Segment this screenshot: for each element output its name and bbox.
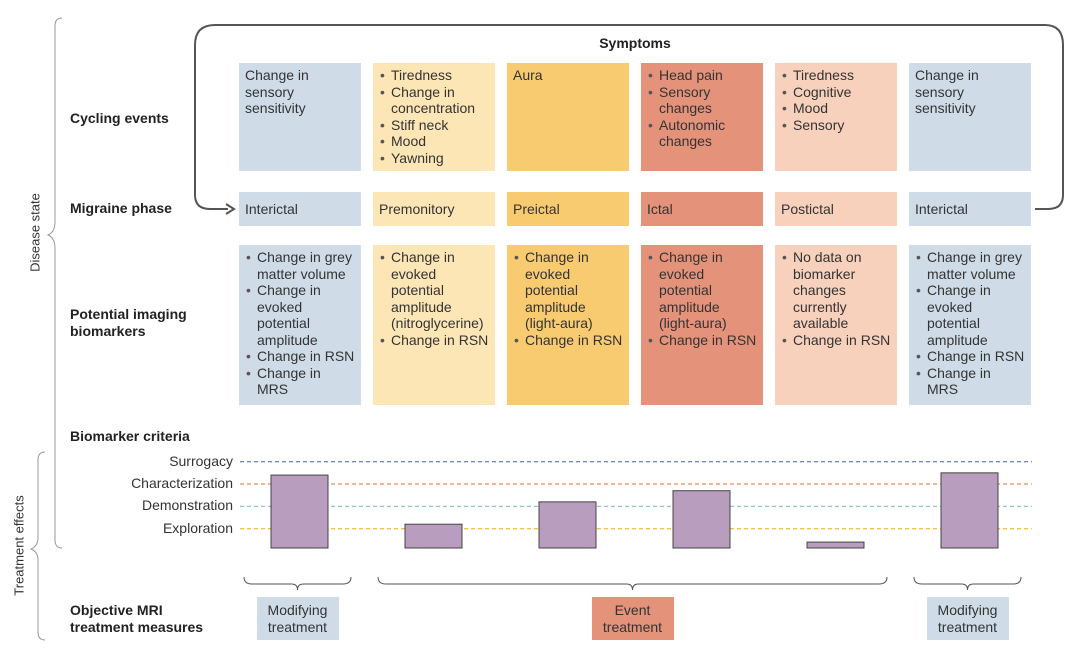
list: Change in grey matter volumeChange in ev… xyxy=(245,249,355,398)
phase-box: Ictal xyxy=(641,192,763,226)
side-label: Treatment effects xyxy=(11,495,27,596)
y-tick-label: Exploration xyxy=(162,519,233,536)
row-label: Biomarker criteria xyxy=(70,428,190,444)
list: TirednessCognitiveMoodSensory xyxy=(781,67,891,133)
brace xyxy=(913,576,1022,591)
list-item: Change in evoked potential amplitude xyxy=(916,282,1025,348)
list-item: Sensory changes xyxy=(648,84,757,117)
symptom-box: TirednessCognitiveMoodSensory xyxy=(775,63,897,171)
phase-box: Premonitory xyxy=(373,192,495,226)
text: Change in sensory sensitivity xyxy=(915,67,979,116)
bracket xyxy=(46,17,63,549)
list-item: Sensory xyxy=(782,117,891,134)
list: Change in evoked potential amplitude (ni… xyxy=(379,249,489,348)
symptom-box: Aura xyxy=(507,63,629,171)
phase-box: Interictal xyxy=(239,192,361,226)
phase-box: Interictal xyxy=(909,192,1031,226)
side-label: Disease state xyxy=(27,193,43,272)
list-item: Change in RSN xyxy=(514,332,623,349)
list-item: Change in RSN xyxy=(380,332,489,349)
symptom-box: Change in sensory sensitivity xyxy=(239,63,361,171)
list-item: Yawning xyxy=(380,150,489,167)
treatment-box: Modifying treatment xyxy=(256,597,339,640)
list-item: Cognitive xyxy=(782,84,891,101)
arrow-head xyxy=(225,203,236,215)
list-item: Change in RSN xyxy=(246,348,355,365)
list-item: Change in grey matter volume xyxy=(246,249,355,282)
phase-box: Preictal xyxy=(507,192,629,226)
biomarker-box: Change in grey matter volumeChange in ev… xyxy=(909,245,1031,405)
list-item: Stiff neck xyxy=(380,117,489,134)
text: Change in sensory sensitivity xyxy=(245,67,309,116)
y-tick-label: Surrogacy xyxy=(169,452,233,469)
criteria-bar xyxy=(404,523,463,549)
criteria-bar xyxy=(538,501,597,549)
list: No data on biomarker changes currently a… xyxy=(781,249,891,348)
symptom-box: Head painSensory changesAutonomic change… xyxy=(641,63,763,171)
phase-box: Postictal xyxy=(775,192,897,226)
list: Change in grey matter volumeChange in ev… xyxy=(915,249,1025,398)
row-label: Migraine phase xyxy=(70,200,172,216)
bracket xyxy=(29,451,46,641)
biomarker-box: Change in evoked potential amplitude (li… xyxy=(641,245,763,405)
list-item: Change in evoked potential amplitude (li… xyxy=(514,249,623,332)
brace xyxy=(377,576,888,591)
row-label: Objective MRI treatment measures xyxy=(70,602,204,635)
list-item: Change in RSN xyxy=(916,348,1025,365)
row-label: Potential imaging biomarkers xyxy=(70,306,187,339)
list-item: Head pain xyxy=(648,67,757,84)
list-item: Change in RSN xyxy=(782,332,891,349)
criteria-bar xyxy=(940,472,999,549)
list-item: Tiredness xyxy=(782,67,891,84)
list: Change in evoked potential amplitude (li… xyxy=(647,249,757,348)
list: TirednessChange in concentrationStiff ne… xyxy=(379,67,489,166)
y-tick-label: Demonstration xyxy=(141,497,233,514)
list-item: Change in RSN xyxy=(648,332,757,349)
list-item: Mood xyxy=(782,100,891,117)
list: Change in evoked potential amplitude (li… xyxy=(513,249,623,348)
cycle-arrow xyxy=(194,24,1064,210)
y-tick-label: Characterization xyxy=(131,475,233,491)
biomarker-box: No data on biomarker changes currently a… xyxy=(775,245,897,405)
treatment-box: Event treatment xyxy=(591,597,674,640)
list: Head painSensory changesAutonomic change… xyxy=(647,67,757,150)
biomarker-box: Change in evoked potential amplitude (ni… xyxy=(373,245,495,405)
brace xyxy=(243,576,352,591)
list-item: Change in grey matter volume xyxy=(916,249,1025,282)
biomarker-box: Change in grey matter volumeChange in ev… xyxy=(239,245,361,405)
criteria-bar xyxy=(672,490,731,549)
symptom-box: Change in sensory sensitivity xyxy=(909,63,1031,171)
symptoms-title: Symptoms xyxy=(599,35,671,51)
list-item: Change in concentration xyxy=(380,84,489,117)
list-item: Mood xyxy=(380,133,489,150)
list-item: Change in MRS xyxy=(916,365,1025,398)
biomarker-box: Change in evoked potential amplitude (li… xyxy=(507,245,629,405)
list-item: Change in evoked potential amplitude xyxy=(246,282,355,348)
list-item: Change in evoked potential amplitude (li… xyxy=(648,249,757,332)
criteria-bar xyxy=(806,541,865,549)
row-label: Cycling events xyxy=(70,110,169,126)
list-item: Tiredness xyxy=(380,67,489,84)
list-item: Autonomic changes xyxy=(648,117,757,150)
cycle-arrow xyxy=(194,45,228,210)
list-item: Change in MRS xyxy=(246,365,355,398)
list-item: No data on biomarker changes currently a… xyxy=(782,249,891,332)
criteria-bar xyxy=(270,474,329,549)
text: Aura xyxy=(513,67,543,83)
symptom-box: TirednessChange in concentrationStiff ne… xyxy=(373,63,495,171)
list-item: Change in evoked potential amplitude (ni… xyxy=(380,249,489,332)
treatment-box: Modifying treatment xyxy=(926,597,1009,640)
